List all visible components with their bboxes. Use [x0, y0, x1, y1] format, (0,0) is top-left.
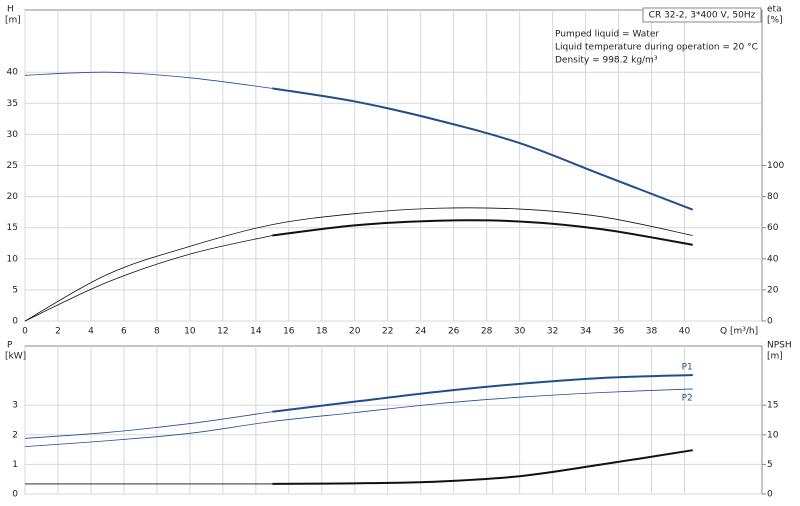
y-axis-unit: [kW]: [5, 352, 26, 362]
y2-tick-label: 40: [767, 254, 779, 264]
y-tick-label: 0: [12, 490, 18, 500]
curve-label: P2: [682, 393, 693, 403]
y-tick-label: 40: [7, 68, 19, 78]
x-tick-label: 0: [22, 327, 28, 337]
y-tick-label: 35: [7, 99, 18, 109]
y-tick-label: 3: [12, 401, 18, 411]
x-tick-label: 8: [154, 327, 160, 337]
x-tick-label: 10: [184, 327, 196, 337]
y-tick-label: 1: [12, 460, 18, 470]
y-tick-label: 20: [7, 192, 19, 202]
annotation: Density = 998.2 kg/m³: [555, 56, 658, 66]
y2-tick-label: 0: [767, 317, 773, 327]
x-tick-label: 4: [88, 327, 94, 337]
x-tick-label: 18: [316, 327, 328, 337]
curve: [24, 235, 273, 322]
y-tick-label: 30: [7, 130, 19, 140]
y2-tick-label: 5: [767, 460, 773, 470]
y2-tick-label: 15: [767, 401, 778, 411]
y2-tick-label: 80: [767, 192, 779, 202]
x-tick-label: 28: [481, 327, 493, 337]
y-tick-label: 2: [12, 430, 18, 440]
x-tick-label: 20: [349, 327, 361, 337]
x-tick-label: 12: [217, 327, 228, 337]
curve: [272, 87, 694, 211]
y-tick-label: 5: [12, 285, 18, 295]
y-axis-label: P: [7, 341, 13, 351]
y-tick-label: 10: [7, 254, 19, 264]
x-tick-label: 16: [283, 327, 295, 337]
title-box: [642, 7, 762, 23]
annotation: Pumped liquid = Water: [555, 30, 659, 40]
y2-axis-unit: [%]: [767, 16, 783, 26]
curve: [272, 449, 693, 485]
y-axis-unit: [m]: [5, 16, 21, 26]
y2-tick-label: 10: [767, 430, 779, 440]
y2-tick-label: 20: [767, 285, 779, 295]
annotation: Liquid temperature during operation = 20…: [555, 43, 758, 53]
x-tick-label: 32: [547, 327, 558, 337]
y-tick-label: 15: [7, 223, 18, 233]
curve-label: P1: [682, 363, 693, 373]
x-tick-label: 14: [250, 327, 262, 337]
x-tick-label: 6: [121, 327, 127, 337]
y-tick-label: 25: [7, 161, 18, 171]
x-tick-label: 36: [613, 327, 625, 337]
x-tick-label: 2: [55, 327, 61, 337]
x-tick-label: 38: [646, 327, 658, 337]
x-tick-label: 30: [514, 327, 526, 337]
curve: [24, 207, 693, 322]
curve: [272, 374, 693, 413]
y-axis-label: H: [7, 5, 14, 15]
y2-tick-label: 0: [767, 490, 773, 500]
curve: [24, 71, 273, 89]
chart-title: CR 32-2, 3*400 V, 50Hz: [649, 11, 756, 21]
x-tick-label: 34: [580, 327, 592, 337]
y2-axis-label: NPSH: [767, 341, 792, 351]
x-axis-label: Q [m³/h]: [720, 327, 758, 337]
x-tick-label: 40: [679, 327, 691, 337]
y2-tick-label: 100: [767, 161, 784, 171]
x-tick-label: 26: [448, 327, 460, 337]
x-tick-label: 22: [382, 327, 393, 337]
curve: [24, 388, 693, 448]
y2-tick-label: 60: [767, 223, 779, 233]
curve: [272, 219, 693, 246]
x-tick-label: 24: [415, 327, 427, 337]
curve: [24, 411, 273, 439]
y-tick-label: 0: [12, 317, 18, 327]
y2-axis-label: eta: [767, 5, 782, 15]
y2-axis-unit: [m]: [767, 352, 783, 362]
